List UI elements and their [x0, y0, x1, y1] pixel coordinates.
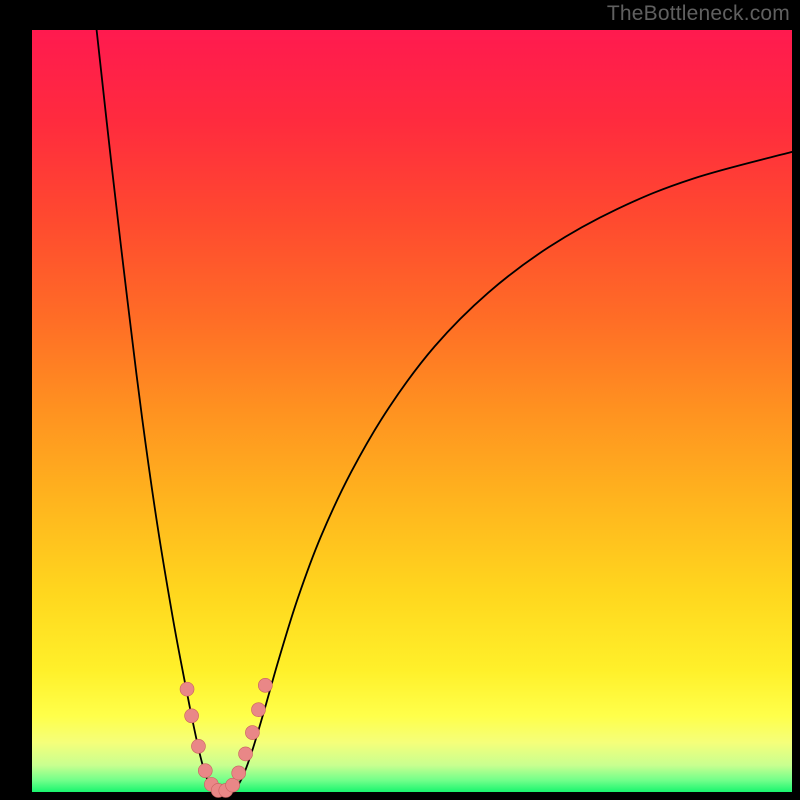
bottleneck-plot — [0, 0, 800, 800]
sample-marker — [239, 747, 253, 761]
watermark-text: TheBottleneck.com — [607, 2, 790, 26]
sample-marker — [232, 766, 246, 780]
sample-marker — [185, 709, 199, 723]
sample-marker — [198, 764, 212, 778]
sample-marker — [180, 682, 194, 696]
sample-marker — [245, 726, 259, 740]
sample-marker — [191, 739, 205, 753]
sample-marker — [258, 678, 272, 692]
sample-marker — [251, 703, 265, 717]
plot-area — [32, 30, 792, 792]
sample-marker — [226, 778, 240, 792]
